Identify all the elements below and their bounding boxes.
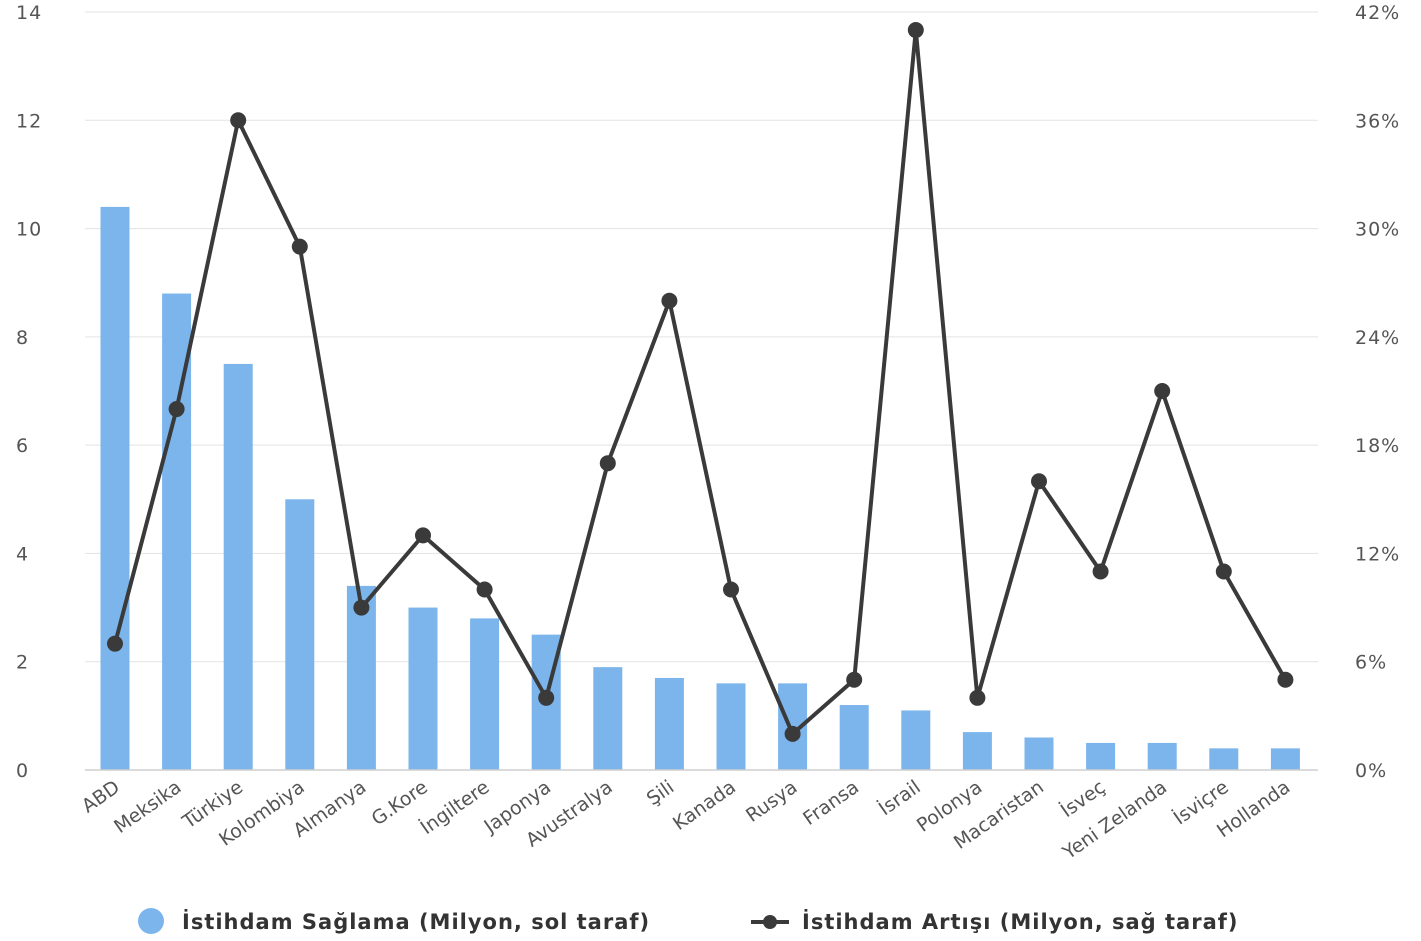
- y-right-tick-label: 36%: [1355, 110, 1400, 132]
- x-tick-label: Kanada: [669, 776, 740, 835]
- line-point: [1154, 383, 1171, 399]
- bar: [470, 618, 500, 770]
- y-right-tick-label: 24%: [1355, 327, 1400, 349]
- bar: [100, 206, 130, 770]
- line-point: [1031, 473, 1047, 490]
- line-point: [723, 581, 739, 598]
- bar: [1147, 742, 1177, 770]
- legend-bar-swatch: [138, 908, 164, 934]
- y-left-tick-label: 2: [16, 652, 29, 674]
- x-tick-label: Şili: [643, 776, 678, 810]
- line-point: [1092, 563, 1109, 580]
- bar: [962, 732, 992, 770]
- line-point: [969, 689, 986, 706]
- line-point: [661, 292, 678, 309]
- y-left-tick-label: 4: [16, 543, 29, 565]
- x-tick-label: ABD: [78, 776, 124, 817]
- y-left-tick-label: 0: [16, 760, 29, 782]
- legend-bar-label: İstihdam Sağlama (Milyon, sol taraf): [182, 909, 650, 934]
- y-right-tick-label: 12%: [1355, 543, 1400, 565]
- gridlines: [85, 11, 1318, 663]
- bar-series: [100, 206, 1300, 770]
- legend-line-marker: [763, 915, 777, 929]
- line-series: [107, 22, 1294, 742]
- x-tick-label: Rusya: [742, 776, 801, 827]
- line-point: [907, 22, 924, 39]
- line-point: [476, 581, 493, 598]
- legend: İstihdam Sağlama (Milyon, sol taraf) İst…: [138, 908, 1238, 934]
- line-point: [1277, 671, 1294, 688]
- bar: [1086, 742, 1116, 770]
- line-point: [784, 725, 801, 742]
- y-left-tick-label: 14: [16, 2, 42, 24]
- y-right-tick-label: 30%: [1355, 219, 1400, 241]
- x-tick-label: Yeni Zelanda: [1058, 776, 1171, 864]
- x-tick-label: İsrail: [874, 775, 924, 820]
- line-point: [1215, 563, 1232, 580]
- line-point: [599, 455, 616, 472]
- bar: [346, 585, 376, 770]
- line-point: [846, 671, 863, 688]
- bar: [593, 667, 623, 770]
- bar: [408, 607, 438, 770]
- bar: [223, 363, 253, 770]
- bar: [1024, 737, 1054, 770]
- bar: [839, 705, 869, 770]
- y-left-tick-label: 10: [16, 219, 42, 241]
- y-left-tick-label: 6: [16, 435, 29, 457]
- line-point: [230, 112, 247, 129]
- bar: [285, 499, 315, 770]
- bar: [901, 710, 931, 770]
- series-line: [113, 28, 1288, 736]
- bar: [1270, 748, 1300, 770]
- bar: [654, 677, 684, 770]
- legend-line-label: İstihdam Artışı (Milyon, sağ taraf): [802, 909, 1238, 934]
- line-point: [291, 238, 308, 255]
- line-point: [538, 689, 555, 706]
- y-left-tick-label: 8: [16, 327, 29, 349]
- y-right-tick-label: 42%: [1355, 2, 1400, 24]
- line-point: [107, 635, 123, 652]
- line-point: [353, 599, 370, 616]
- x-tick-label: Meksika: [110, 776, 185, 838]
- bar: [716, 683, 746, 770]
- axes: 0 2 4 6 8 10 12 14 0% 6% 12% 18% 24% 30% 36% 42% ABDMeks…: [16, 2, 1400, 864]
- x-tick-label: Fransa: [799, 776, 863, 830]
- y-left-tick-label: 12: [16, 110, 42, 132]
- line-point: [168, 401, 185, 418]
- y-right-tick-label: 6%: [1355, 652, 1387, 674]
- y-right-tick-label: 18%: [1355, 435, 1400, 457]
- x-tick-label: İngiltere: [416, 775, 493, 839]
- bar: [1209, 748, 1239, 770]
- y-right-tick-label: 0%: [1355, 760, 1387, 782]
- line-point: [415, 527, 431, 544]
